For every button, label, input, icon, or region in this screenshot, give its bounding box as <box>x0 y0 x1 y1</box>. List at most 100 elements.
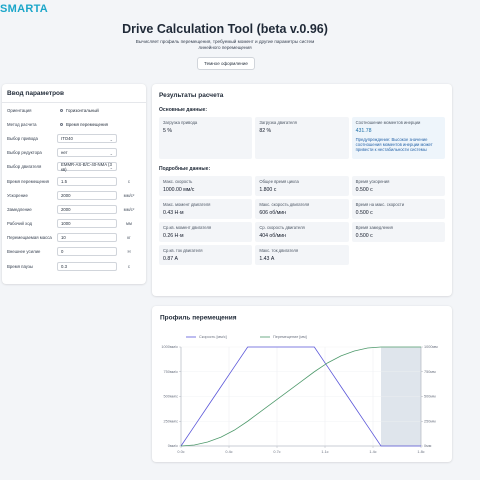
select-value: ITO40 <box>61 135 73 141</box>
y-tick-label: 750мм/с <box>163 370 178 374</box>
radio-dot <box>60 108 63 112</box>
section-heading: Подробные данные: <box>159 166 211 172</box>
field-label: Замедление <box>7 206 32 212</box>
section-heading: Основные данные: <box>159 107 207 113</box>
card-label: Макс. скорость <box>163 179 193 184</box>
field-label: Ускорение <box>7 192 28 198</box>
legend-label: Скорость [мм/с] <box>199 335 227 339</box>
x-tick-label: 1.1с <box>321 450 328 454</box>
input-row: Перемещаемая масса 10 кг <box>2 231 146 245</box>
radio-dot <box>60 122 63 126</box>
field-label: Внешнее усилие <box>7 249 41 255</box>
x-tick-label: 0.7с <box>273 450 280 454</box>
card-label: Время на макс. скорости <box>355 202 405 207</box>
number-input[interactable]: 2000 <box>57 204 117 214</box>
card-value: 0.43 Н·м <box>163 210 184 216</box>
y-tick-label: 1000мм/с <box>161 345 178 349</box>
legend-label: Перемещение [мм] <box>273 335 307 339</box>
number-input[interactable]: 10 <box>57 233 117 243</box>
card-label: Ср.кв. момент двигателя <box>163 225 212 230</box>
unit: мм <box>126 221 132 227</box>
result-card: Макс. скорость 1000.00 мм/с <box>159 176 253 196</box>
result-card: Соотношение моментов инерции 431.78 Предуп… <box>351 117 445 159</box>
card-label: Соотношение моментов инерции <box>355 120 421 125</box>
field-label: Метод расчета <box>7 121 37 127</box>
input-row: Метод расчета Время перемещения <box>2 117 146 131</box>
card-label: Время ускорения <box>355 179 390 184</box>
card-label: Общее время цикла <box>259 179 299 184</box>
result-card: Загрузка двигателя 82 % <box>255 117 349 159</box>
chart: Профиль перемещения 0.0с 0.4с 0.7с 1.1с 1.4с… <box>160 315 438 454</box>
result-card: Время на макс. скорости 0.500 с <box>351 199 445 219</box>
page-title: Drive Calculation Tool (beta v.0.96) <box>122 22 328 36</box>
option-text: Время перемещения <box>66 121 108 127</box>
result-card: Ср.кв. ток двигателя 0.87 А <box>159 245 253 265</box>
select-value: EMMR-AS-B/C-40-NMA (3 кв) <box>61 161 112 172</box>
chevron: ⌄ <box>109 165 113 171</box>
input-panel: Ввод параметров Ориентация Горизонтальный… <box>2 84 146 284</box>
number-input[interactable]: 1.5 <box>57 176 117 186</box>
chart-panel: Профиль перемещения 0.0с 0.4с 0.7с 1.1с 1.4с… <box>152 306 452 462</box>
field-label: Рабочий ход <box>7 221 33 227</box>
number-input[interactable]: 0.3 <box>57 261 117 271</box>
card-value: 1.43 А <box>259 256 275 262</box>
select[interactable]: EMMR-AS-B/C-40-NMA (3 кв) ⌄ <box>57 161 117 172</box>
radio-option[interactable]: Время перемещения <box>57 120 117 129</box>
logo[interactable]: SMARTA <box>0 3 49 15</box>
input-row: Выбор привода ITO40 ⌄ <box>2 131 146 145</box>
select[interactable]: нет ⌄ <box>57 148 117 158</box>
y2-tick-label: 1000мм <box>424 345 438 349</box>
card-value: 1000.00 мм/с <box>163 187 195 193</box>
input-row: Рабочий ход 1000 мм <box>2 217 146 231</box>
result-card: Общее время цикла 1.800 с <box>255 176 349 196</box>
unit: Н <box>127 249 131 255</box>
panel-title: Ввод параметров <box>2 84 146 103</box>
card-value: 0.26 Н·м <box>163 233 184 239</box>
select[interactable]: ITO40 ⌄ <box>57 133 117 143</box>
card-value: 1.800 с <box>259 187 277 193</box>
result-card: Время ускорения 0.500 с <box>351 176 445 196</box>
input-row: Время перемещения 1.5 с <box>2 174 146 188</box>
card-value: 82 % <box>259 128 272 134</box>
field-label: Время паузы <box>7 263 33 269</box>
card-value: 5 % <box>163 128 172 134</box>
card-label: Макс. скорость двигателя <box>259 202 310 207</box>
series-line <box>180 346 421 447</box>
y2-tick-label: 0мм <box>424 444 432 448</box>
unit: мм/с² <box>123 192 135 198</box>
card-value: 0.87 А <box>163 256 178 262</box>
card-value: 606 об/мин <box>259 210 287 216</box>
radio-option[interactable]: Горизонтальный <box>57 106 117 115</box>
input-rows: Ориентация Горизонтальный Метод расчета Вре… <box>2 103 146 273</box>
result-card: Ср. скорость двигателя 404 об/мин <box>255 222 349 242</box>
x-tick-label: 1.4с <box>369 450 376 454</box>
number-input[interactable]: 2000 <box>57 190 117 200</box>
input-row: Время паузы 0.3 с <box>2 259 146 273</box>
input-row: Выбор двигателя EMMR-AS-B/C-40-NMA (3 кв)… <box>2 160 146 174</box>
card-label: Макс. момент двигателя <box>163 202 211 207</box>
field-label: Выбор привода <box>7 135 38 141</box>
result-card: Макс. ток двигателя 1.43 А <box>255 245 349 265</box>
field-label: Перемещаемая масса <box>7 235 52 241</box>
number-input[interactable]: 1000 <box>57 219 117 229</box>
field-label: Ориентация <box>7 107 32 113</box>
x-tick-label: 1.8с <box>417 450 424 454</box>
input-row: Внешнее усилие 0 Н <box>2 245 146 259</box>
field-label: Выбор двигателя <box>7 164 42 170</box>
number-input[interactable]: 0 <box>57 247 117 257</box>
detail-cards: Макс. скорость 1000.00 мм/с Общее время ци… <box>159 176 445 265</box>
y-tick-label: 500мм/с <box>163 395 178 399</box>
option-text: Горизонтальный <box>66 107 99 113</box>
y2-tick-label: 250мм <box>424 419 436 423</box>
result-card: Загрузка привода 5 % <box>159 117 253 159</box>
results-panel: Результаты расчета Основные данные: Загр… <box>152 84 452 296</box>
card-value: 0.500 с <box>355 187 373 193</box>
select-value: нет <box>61 150 68 156</box>
theme-button[interactable]: Темное оформление <box>197 57 255 70</box>
panel-title: Результаты расчета <box>159 92 224 99</box>
chevron: ⌄ <box>109 136 113 142</box>
unit: кг <box>127 235 131 241</box>
input-row: Ускорение 2000 мм/с² <box>2 188 146 202</box>
result-card: Время замедления 0.500 с <box>351 222 445 242</box>
